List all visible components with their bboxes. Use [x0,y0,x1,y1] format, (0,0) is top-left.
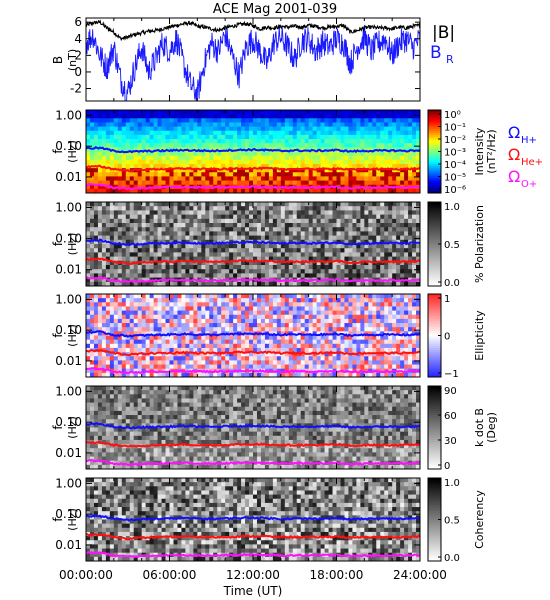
xtick-label: 00:00:00 [59,568,113,582]
freq-ytick-label: 1.00 [55,200,82,214]
colorbar-tick-label: 10⁻³ [444,148,466,159]
colorbar-tick-label: 10⁻⁴ [444,160,466,171]
colorbar-intensity [428,110,441,194]
colorbar-tick-label: 10⁻⁶ [444,185,466,196]
freq-ytick-label: 1.00 [55,108,82,122]
b-ylabel: B [51,56,65,64]
colorbar-tick-label: 30 [444,436,457,447]
freq-ytick-label: 0.10 [55,323,82,337]
colorbar-tick-label: 10⁻⁵ [444,173,466,184]
b-ytick-label: 4 [74,32,82,46]
freq-ylabel-units: (Hz) [66,416,79,439]
legend-omega-h-sub: H+ [521,135,537,146]
legend-omega-h-symbol: Ω [508,123,520,142]
omega-he-line-coherency [85,533,421,541]
freq-ytick-label: 1.00 [55,384,82,398]
freq-ytick-label: 0.01 [55,446,82,460]
freq-ytick-label: 0.01 [55,354,82,368]
freq-ylabel-units: (Hz) [66,508,79,531]
colorbar-tick-label: 1 [444,294,450,305]
freq-ytick-label: 0.01 [55,263,82,277]
omega-o-line-ellipticity [85,366,421,375]
b-ytick-label: 0 [74,65,82,79]
colorbar-tick-label: 10⁻¹ [444,123,466,134]
omega-h-line-coherency [85,514,421,522]
xtick-label: 18:00:00 [310,568,364,582]
colorbar-tick-label: 0 [444,461,450,472]
freq-ytick-label: 1.00 [55,476,82,490]
colorbar-label: Intensity [473,127,486,175]
colorbar-tick-label: 0.0 [444,278,460,289]
colorbar-label-units: (Deg) [485,412,498,443]
legend-omega-o-sub: O+ [521,179,537,190]
b-ytick-label: 2 [74,48,82,62]
colorbar-tick-label: 0.0 [444,553,460,564]
legend-b-total: |B| [432,23,455,43]
b-ylabel-units: (nT) [66,49,79,71]
colorbar-tick-label: 90 [444,386,457,397]
freq-ytick-label: 0.01 [55,538,82,552]
omega-o-line-kdotb [86,458,421,467]
freq-ylabel: f [51,241,65,246]
colorbar-tick-label: 1.0 [444,202,460,213]
colorbar-label: Ellipticity [473,310,486,361]
omega-o-line-intensity [85,183,421,191]
freq-ylabel: f [51,425,65,430]
omega-he-line-polarization [85,257,421,266]
b-ytick-label: 6 [74,15,82,29]
colorbar-label: % Polarization [473,205,486,283]
colorbar-coherency [428,478,441,562]
colorbar-polarization [428,202,441,287]
freq-ylabel-units: (Hz) [66,324,79,347]
freq-ylabel-units: (Hz) [66,233,79,256]
colorbar-tick-label: 1.0 [444,478,460,489]
freq-ylabel: f [51,149,65,154]
colorbar-ellipticity [428,294,441,378]
freq-ytick-label: 1.00 [55,292,82,306]
omega-h-line-kdotb [85,422,421,430]
colorbar-label-units: (nT²/Hz) [485,129,498,173]
legend-omega-he-sub: He+ [521,157,543,168]
xtick-label: 12:00:00 [226,568,280,582]
freq-ylabel: f [51,333,65,338]
xtick-label: 06:00:00 [143,568,197,582]
omega-h-line-ellipticity [85,330,421,338]
spectrogram-ellipticity [86,294,421,378]
freq-ylabel: f [51,517,65,522]
colorbar-frame [427,385,442,470]
colorbar-label: k dot B [473,408,486,447]
colorbar-tick-label: 0.5 [444,240,460,251]
freq-ytick-label: 0.10 [55,139,82,153]
omega-he-line-ellipticity [85,348,420,357]
x-axis-label: Time (UT) [223,584,283,598]
colorbar-tick-label: 0.5 [444,516,460,527]
freq-ytick-label: 0.10 [55,415,82,429]
freq-ytick-label: 0.01 [55,170,82,184]
colorbar-kdotb [428,386,441,470]
colorbar-label: Coherency [473,490,486,549]
colorbar-tick-label: 60 [444,411,457,422]
freq-ytick-label: 0.10 [55,507,82,521]
chart-title: ACE Mag 2001-039 [213,2,337,17]
omega-h-line-polarization [85,238,421,247]
freq-ytick-label: 0.10 [55,232,82,246]
xtick-label: 24:00:00 [393,568,447,582]
omega-he-line-intensity [85,164,421,173]
legend-br: B [430,43,442,63]
freq-ylabel-units: (Hz) [66,140,79,163]
colorbar-tick-label: −1 [444,369,459,380]
b-ytick-label: -2 [70,82,82,96]
colorbar-tick-label: 0 [444,332,450,343]
b-total-series-line [85,19,421,41]
colorbar-tick-label: 10⁻² [444,135,466,146]
colorbar-tick-label: 10⁰ [444,110,461,121]
omega-h-line-intensity [85,146,421,154]
legend-omega-he-symbol: Ω [508,145,520,164]
legend-br-sub: R [446,53,454,66]
omega-he-line-kdotb [85,440,421,448]
legend-omega-o-symbol: Ω [508,167,520,186]
